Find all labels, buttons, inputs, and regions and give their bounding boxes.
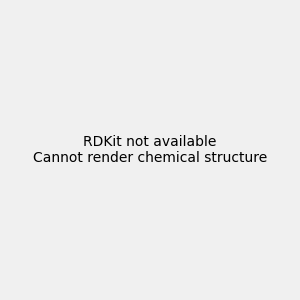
Text: RDKit not available
Cannot render chemical structure: RDKit not available Cannot render chemic… — [33, 135, 267, 165]
